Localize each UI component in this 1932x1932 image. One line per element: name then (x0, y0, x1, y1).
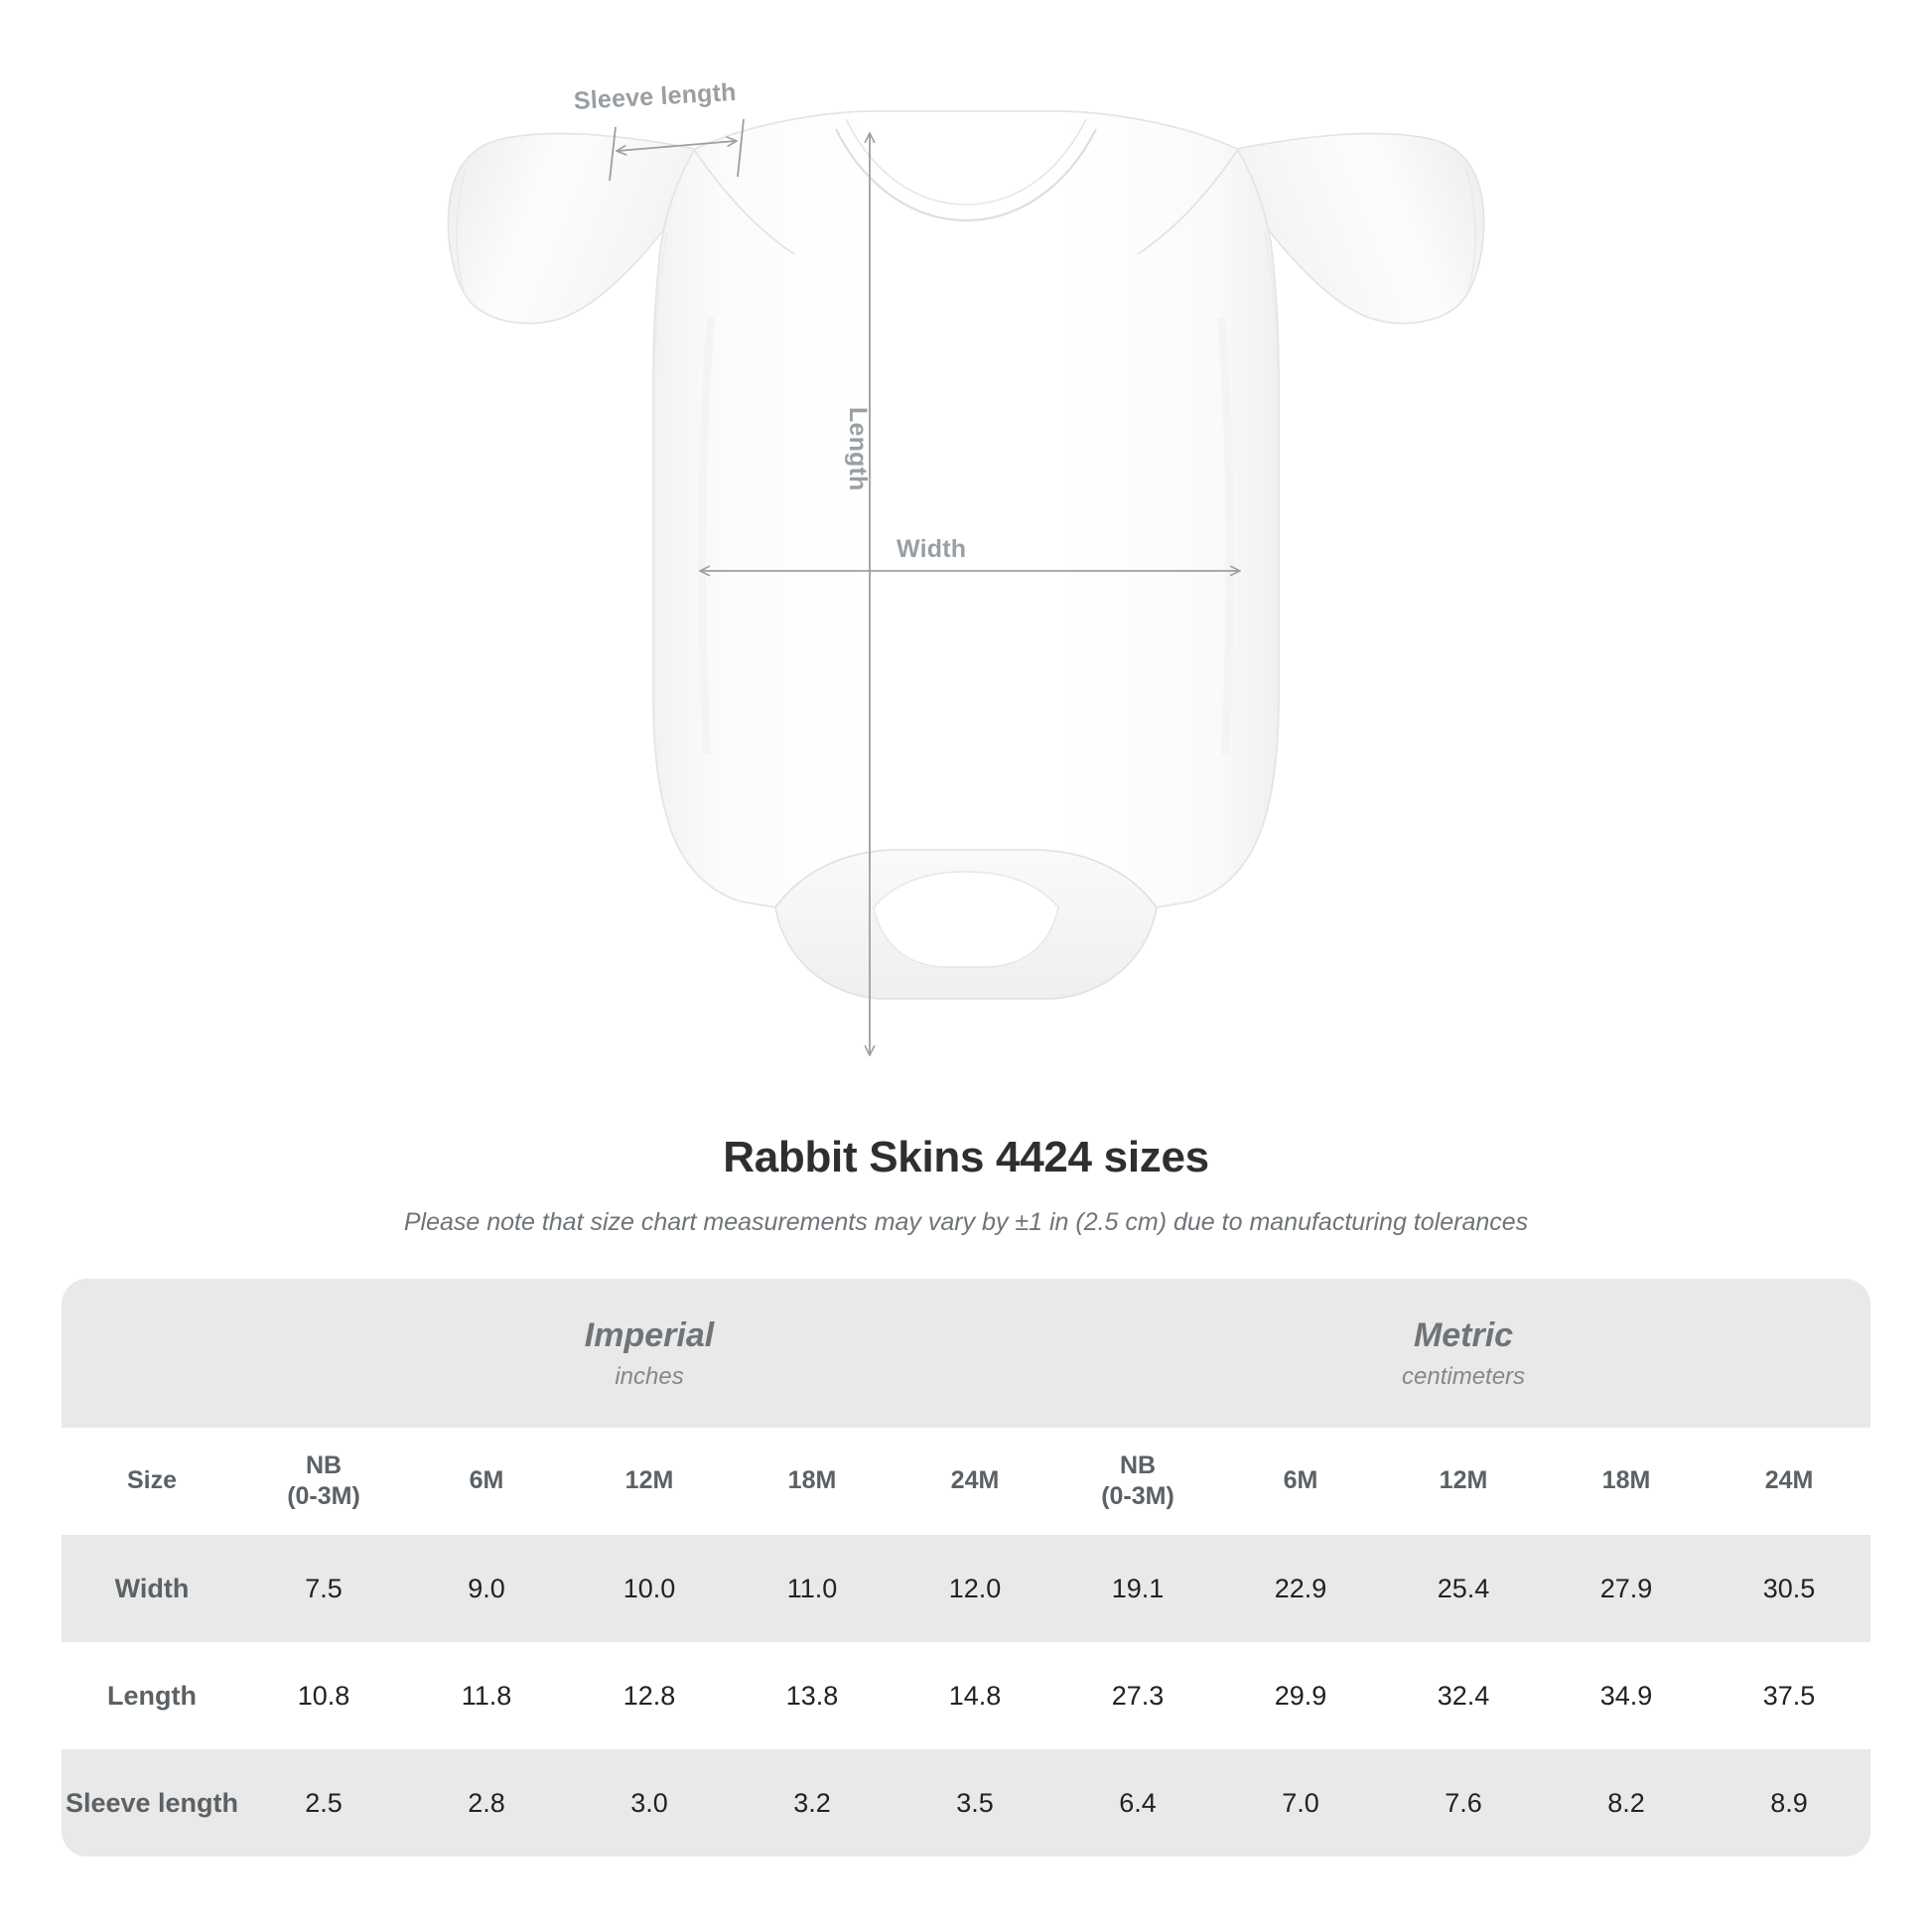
cell-metric-0: 27.3 (1056, 1642, 1219, 1749)
tolerance-note: Please note that size chart measurements… (403, 1207, 1529, 1236)
sleeve-length-arrow (618, 141, 736, 151)
cell-imperial-2: 3.0 (568, 1749, 731, 1857)
cell-imperial-1: 2.8 (405, 1749, 568, 1857)
cell-metric-1: 22.9 (1219, 1535, 1382, 1642)
cell-metric-3: 34.9 (1545, 1642, 1708, 1749)
size-header-cell-metric-4: 24M (1708, 1428, 1870, 1535)
table-row: Sleeve length 2.5 2.8 3.0 3.2 3.5 6.4 7.0 7.6 8.2… (62, 1749, 1870, 1857)
size-sub: (0-3M) (1101, 1482, 1174, 1510)
cell-metric-1: 7.0 (1219, 1749, 1382, 1857)
size-header-cell-metric-1: 6M (1219, 1428, 1382, 1535)
size-header-cell-imperial-0: NB (0-3M) (242, 1428, 405, 1535)
unit-sub-imperial: inches (615, 1362, 684, 1390)
cell-metric-2: 25.4 (1382, 1535, 1545, 1642)
cell-imperial-4: 12.0 (894, 1535, 1056, 1642)
page-title: Rabbit Skins 4424 sizes (723, 1133, 1209, 1181)
cell-imperial-2: 10.0 (568, 1535, 731, 1642)
cell-metric-3: 27.9 (1545, 1535, 1708, 1642)
size-header-row: Size NB (0-3M) 6M 12M 18M 24M NB (0-3M) … (62, 1428, 1870, 1535)
table-row: Length 10.8 11.8 12.8 13.8 14.8 27.3 29.9 32.4 34… (62, 1642, 1870, 1749)
cell-metric-2: 7.6 (1382, 1749, 1545, 1857)
size-header-cell-metric-3: 18M (1545, 1428, 1708, 1535)
garment-illustration: Sleeve length Length Width (447, 78, 1485, 1112)
size-header-cell-metric-2: 12M (1382, 1428, 1545, 1535)
cell-imperial-0: 2.5 (242, 1749, 405, 1857)
size-header-cell-imperial-3: 18M (731, 1428, 894, 1535)
sleeve-tick-left (609, 126, 617, 182)
bodysuit-diagram (447, 110, 1485, 1112)
measurement-lines (609, 118, 1239, 1054)
cell-metric-1: 29.9 (1219, 1642, 1382, 1749)
cell-metric-0: 6.4 (1056, 1749, 1219, 1857)
length-annotation: Length (844, 407, 872, 491)
unit-header-row: Imperial inches Metric centimeters (62, 1279, 1870, 1428)
cell-imperial-4: 3.5 (894, 1749, 1056, 1857)
sleeve-tick-right (737, 118, 745, 178)
cell-imperial-3: 13.8 (731, 1642, 894, 1749)
title-block: Rabbit Skins 4424 sizes Please note that… (0, 1132, 1932, 1238)
cell-imperial-1: 9.0 (405, 1535, 568, 1642)
cell-imperial-3: 3.2 (731, 1749, 894, 1857)
cell-imperial-2: 12.8 (568, 1642, 731, 1749)
cell-metric-4: 8.9 (1708, 1749, 1870, 1857)
size-sub: (0-3M) (287, 1482, 360, 1510)
unit-header-spacer (62, 1279, 242, 1428)
cell-imperial-3: 11.0 (731, 1535, 894, 1642)
cell-metric-0: 19.1 (1056, 1535, 1219, 1642)
cell-metric-4: 37.5 (1708, 1642, 1870, 1749)
cell-metric-3: 8.2 (1545, 1749, 1708, 1857)
cell-metric-2: 32.4 (1382, 1642, 1545, 1749)
unit-header-metric: Metric centimeters (1056, 1279, 1870, 1428)
cell-imperial-0: 7.5 (242, 1535, 405, 1642)
size-chart-table-wrapper: Imperial inches Metric centimeters Size … (62, 1279, 1870, 1857)
cell-imperial-4: 14.8 (894, 1642, 1056, 1749)
row-label: Sleeve length (62, 1749, 242, 1857)
unit-sub-metric: centimeters (1402, 1362, 1526, 1390)
size-header-cell-imperial-1: 6M (405, 1428, 568, 1535)
size-header-label: Size (62, 1428, 242, 1535)
table-row: Width 7.5 9.0 10.0 11.0 12.0 19.1 22.9 25.4 27.9 3… (62, 1535, 1870, 1642)
cell-imperial-0: 10.8 (242, 1642, 405, 1749)
size-header-cell-imperial-2: 12M (568, 1428, 731, 1535)
unit-header-imperial: Imperial inches (242, 1279, 1056, 1428)
width-annotation: Width (897, 535, 967, 563)
unit-name-metric: Metric (1413, 1315, 1514, 1354)
size-header-cell-imperial-4: 24M (894, 1428, 1056, 1535)
size-header-cell-metric-0: NB (0-3M) (1056, 1428, 1219, 1535)
size-chart-table: Imperial inches Metric centimeters Size … (62, 1279, 1870, 1857)
unit-name-imperial: Imperial (584, 1315, 715, 1354)
size-main: NB (305, 1450, 343, 1479)
row-label: Width (62, 1535, 242, 1642)
row-label: Length (62, 1642, 242, 1749)
size-main: NB (1119, 1450, 1157, 1479)
cell-metric-4: 30.5 (1708, 1535, 1870, 1642)
cell-imperial-1: 11.8 (405, 1642, 568, 1749)
